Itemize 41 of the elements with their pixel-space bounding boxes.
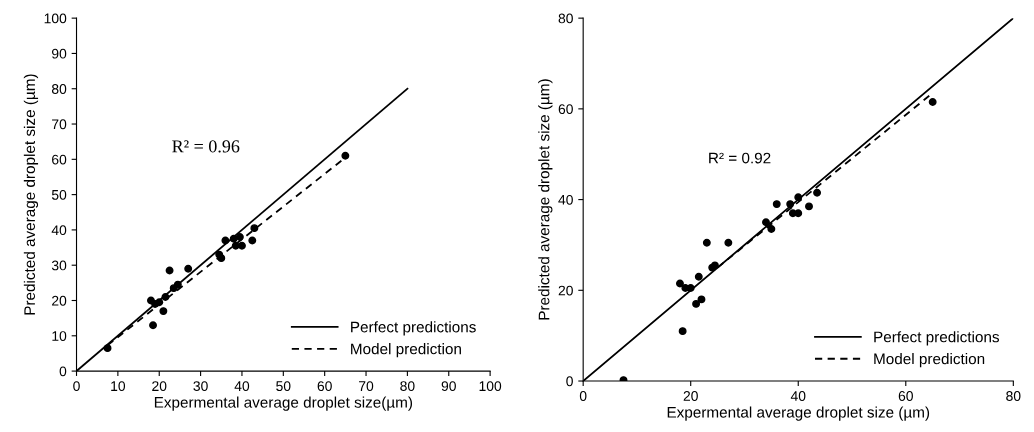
x-tick-label: 70 — [359, 381, 374, 392]
y-tick-label: 60 — [52, 154, 67, 165]
y-tick-label: 40 — [51, 225, 67, 236]
x-tick-label: 0 — [73, 381, 80, 392]
y-axis-title: Predicted average droplet size (µm) — [23, 74, 39, 315]
y-tick-label: 50 — [51, 189, 67, 200]
legend-label: Model prediction — [351, 343, 461, 358]
y-tick-label: 20 — [558, 285, 573, 296]
x-tick-label: 40 — [234, 381, 250, 392]
x-tick-label: 90 — [441, 381, 456, 392]
annotation: R² = 0.92 — [709, 152, 771, 164]
x-tick-label: 80 — [1006, 391, 1021, 401]
y-tick-label: 0 — [59, 366, 67, 377]
x-tick-label: 10 — [111, 381, 126, 392]
x-tick-label: 20 — [683, 391, 698, 401]
y-axis-title: Predicted average droplet size (µm) — [538, 79, 553, 320]
legend-label: Perfect predictions — [351, 321, 476, 336]
x-axis-title: Expermental average droplet size (µm) — [667, 406, 930, 421]
y-tick-label: 20 — [52, 295, 67, 306]
y-tick-label: 80 — [51, 84, 67, 94]
legend-label: Perfect predictions — [874, 331, 1000, 346]
annotation: R² = 0.96 — [172, 140, 240, 153]
y-tick-label: 80 — [558, 13, 573, 24]
x-tick-label: 0 — [579, 391, 587, 401]
x-tick-label: 30 — [193, 381, 208, 392]
x-tick-label: 60 — [898, 391, 913, 401]
x-tick-label: 20 — [152, 381, 167, 392]
y-tick-label: 10 — [52, 331, 67, 341]
x-tick-label: 80 — [400, 381, 415, 392]
y-tick-label: 90 — [52, 48, 67, 59]
y-tick-label: 30 — [51, 260, 67, 271]
legend-label: Model prediction — [874, 353, 985, 368]
y-tick-label: 100 — [44, 13, 67, 24]
x-tick-label: 100 — [479, 381, 502, 392]
y-tick-label: 40 — [558, 194, 573, 205]
x-tick-label: 40 — [790, 391, 806, 401]
x-tick-label: 50 — [276, 381, 291, 392]
y-tick-label: 70 — [52, 119, 67, 130]
x-tick-label: 60 — [317, 381, 332, 392]
x-axis-title: Expermental average droplet size(µm) — [154, 396, 413, 411]
y-tick-label: 60 — [558, 104, 573, 115]
